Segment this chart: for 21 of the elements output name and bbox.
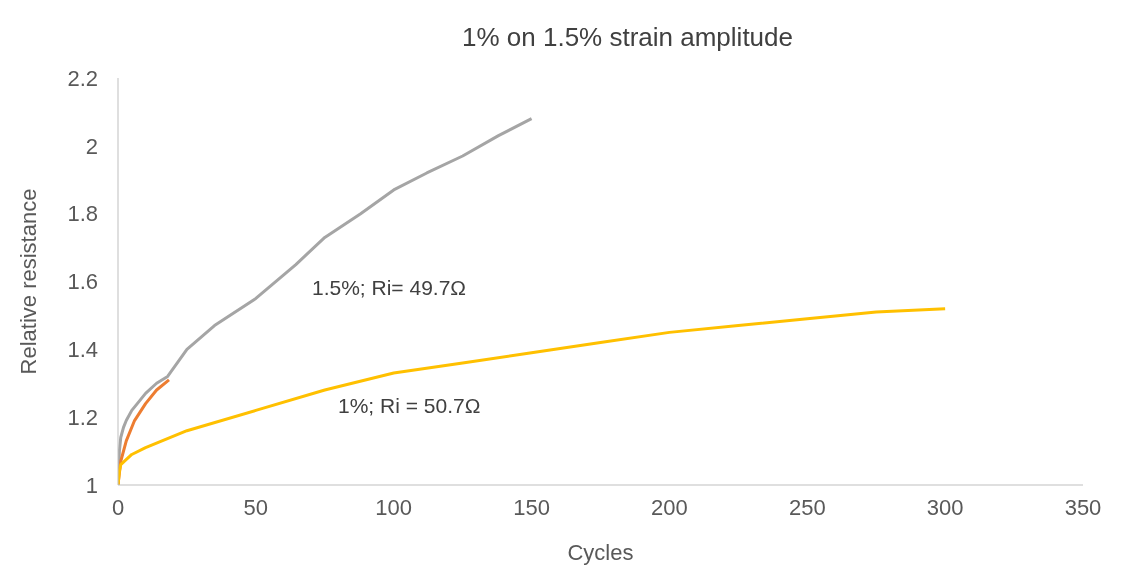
y-tick-label: 1.6 — [67, 269, 98, 295]
x-tick-label: 0 — [111, 494, 125, 520]
y-tick-label: 1.8 — [67, 201, 98, 227]
y-tick-label: 2 — [85, 133, 98, 159]
x-tick-label: 150 — [513, 494, 550, 520]
x-tick-label: 100 — [375, 494, 413, 520]
x-axis-title: Cycles — [567, 540, 634, 565]
y-tick-label: 1 — [85, 472, 98, 498]
x-tick-label: 350 — [1064, 494, 1102, 520]
x-tick-label: 200 — [651, 494, 688, 520]
x-tick-label: 50 — [243, 494, 269, 520]
x-tick-label: 300 — [926, 494, 964, 520]
y-tick-label: 1.2 — [67, 404, 98, 430]
y-axis-title: Relative resistance — [15, 188, 41, 375]
annotation: 1.5%; Ri= 49.7Ω — [312, 276, 467, 300]
chart-title: 1% on 1.5% strain amplitude — [461, 22, 794, 53]
line-series — [118, 307, 947, 485]
y-tick-label: 1.4 — [67, 337, 98, 363]
annotation: 1%; Ri = 50.7Ω — [338, 394, 481, 418]
x-tick-label: 250 — [788, 494, 826, 520]
y-tick-label: 2.2 — [67, 65, 98, 91]
